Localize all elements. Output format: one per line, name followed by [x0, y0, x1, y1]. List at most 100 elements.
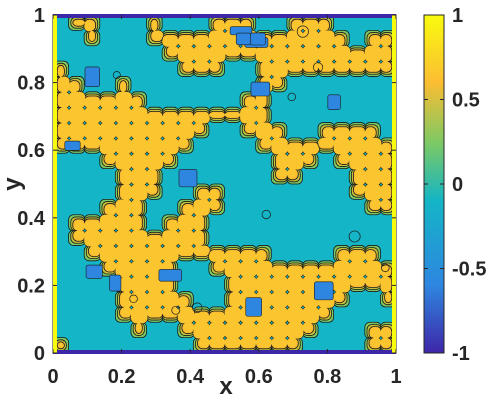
y-tick-label: 0.6 [17, 140, 45, 162]
x-tick-label: 1 [390, 366, 401, 388]
contour-cell [177, 137, 188, 148]
contour-cell [370, 337, 382, 347]
contour-cell [380, 328, 390, 339]
contour-cell [224, 337, 242, 347]
contour-cell [208, 190, 219, 201]
contour-cell [349, 51, 366, 63]
contour-ring [112, 71, 121, 80]
contour-cell [380, 168, 390, 185]
contour-ring [171, 305, 181, 315]
contour-cell [193, 214, 203, 232]
contour-cell [349, 260, 366, 278]
contour-cell [380, 45, 390, 63]
contour-cell [115, 153, 132, 170]
contour-cell [349, 137, 366, 155]
contour-cell [364, 260, 382, 278]
contour-low-patch [178, 169, 198, 188]
contour-cell [193, 36, 210, 47]
contour-cell [286, 266, 304, 278]
contour-cell [271, 306, 288, 324]
contour-cell [59, 343, 63, 347]
contour-low-patch [245, 297, 262, 317]
contour-cell [168, 220, 179, 232]
contour-cell [240, 251, 257, 262]
contour-cell [99, 137, 117, 155]
contour-cell [121, 82, 125, 93]
contour-cell [302, 21, 320, 32]
contour-cell [286, 168, 297, 178]
contour-cell [146, 245, 164, 262]
contour-cell [193, 312, 210, 324]
contour-cell [121, 184, 132, 201]
contour-cell [364, 168, 382, 185]
contour-cell [333, 260, 351, 278]
contour-cell [168, 45, 179, 56]
contour-cell [261, 61, 273, 78]
contour-cell [199, 190, 210, 201]
contour-cell [380, 276, 390, 293]
contour-cell [84, 107, 101, 124]
contour-cell [224, 45, 242, 56]
contour-cell [146, 184, 157, 194]
y-tick-label: 0 [34, 343, 45, 365]
contour-cell [208, 337, 226, 347]
contour-cell [271, 137, 288, 155]
contour-cell [162, 230, 179, 247]
contour-cell [59, 67, 63, 78]
contour-cell [59, 91, 70, 109]
contour-cell [99, 97, 117, 109]
contour-cell [286, 30, 304, 47]
contour-cell [302, 306, 320, 324]
contour-cell [286, 45, 304, 63]
contour-cell [349, 61, 366, 71]
contour-cell [255, 107, 266, 124]
contour-cell [349, 276, 366, 286]
contour-cell [370, 199, 382, 209]
contour-cell [224, 251, 242, 262]
contour-cell [130, 137, 148, 155]
contour-cell [380, 143, 390, 155]
contour-cell [318, 137, 335, 148]
contour-cell [121, 291, 132, 308]
contour-cell [136, 322, 141, 332]
contour-cell [130, 184, 148, 201]
contour-cell [214, 21, 226, 32]
contour-cell [146, 306, 164, 317]
contour-cell [115, 91, 132, 109]
contour-cell [302, 153, 313, 163]
contour-cell [364, 251, 375, 262]
x-axis: 0 0.2 0.4 0.6 0.8 1 [47, 15, 402, 388]
contour-cell [355, 168, 366, 185]
contour-cell [99, 122, 117, 139]
contour-cell [177, 245, 195, 255]
contour-cell [240, 107, 257, 124]
contour-cell [177, 230, 195, 247]
top-edge-band [53, 14, 396, 18]
x-tick-label: 0 [47, 366, 58, 388]
contour-cell [364, 137, 382, 155]
colorbar: 1 0.5 0 -0.5 -1 [423, 5, 486, 365]
plot-area [53, 15, 396, 353]
contour-cell [380, 61, 390, 71]
contour-cell [130, 168, 148, 185]
contour-cell [240, 276, 257, 293]
contour-cell [364, 153, 382, 170]
contour-cell [152, 21, 157, 32]
contour-cell [214, 260, 226, 271]
contour-cell [333, 61, 351, 71]
contour-cell [74, 21, 86, 25]
contour-ring [287, 92, 296, 102]
contour-cell [130, 122, 148, 139]
contour-cell [115, 137, 132, 155]
colorbar-tick-label: -1 [452, 343, 470, 365]
contour-cell [177, 36, 195, 47]
contour-cell [105, 153, 117, 163]
contour-cell [146, 291, 164, 308]
contour-cell [99, 245, 117, 262]
contour-cell [370, 36, 382, 47]
contour-cell [130, 97, 141, 109]
contour-cell [105, 205, 117, 216]
contour-cell [162, 306, 179, 317]
contour-cell [318, 21, 328, 32]
contour-cell [162, 291, 179, 308]
